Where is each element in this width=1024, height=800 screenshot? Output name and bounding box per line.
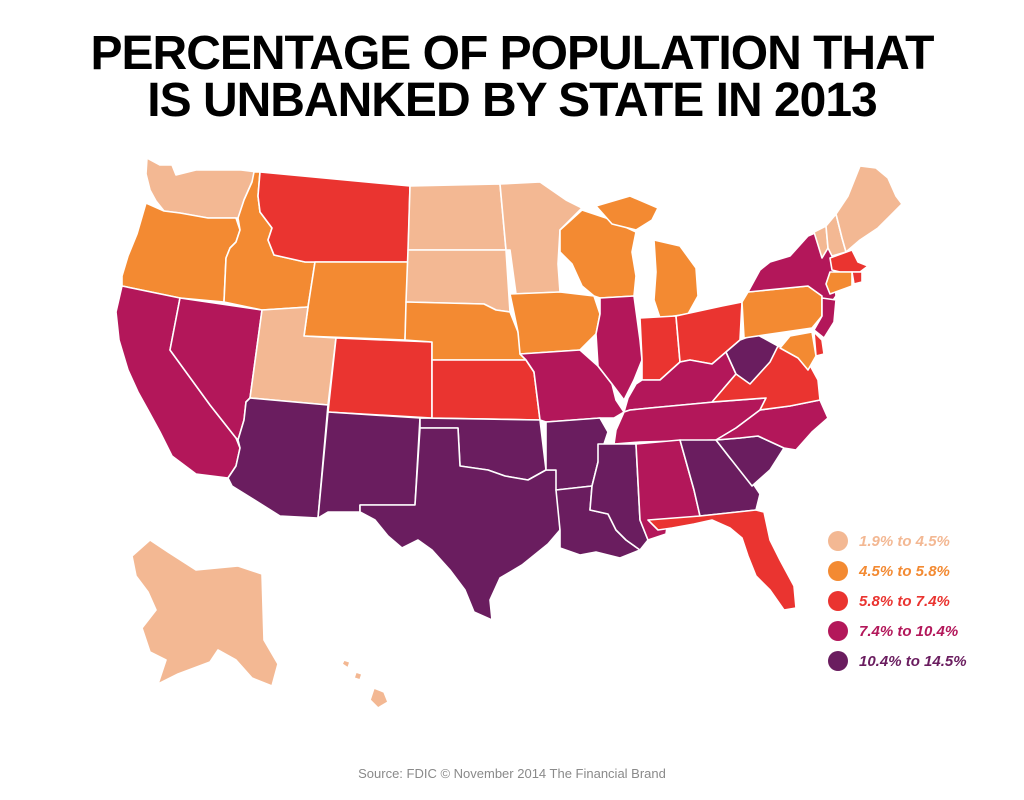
state-ak <box>131 539 279 687</box>
legend-swatch <box>828 531 848 551</box>
legend-swatch <box>828 561 848 581</box>
state-ct <box>825 271 853 295</box>
legend-label: 10.4% to 14.5% <box>859 652 967 670</box>
legend-swatch <box>828 591 848 611</box>
legend-label: 5.8% to 7.4% <box>859 592 950 610</box>
state-fl <box>647 509 797 611</box>
state-wv <box>725 333 779 385</box>
state-ma <box>829 249 869 273</box>
state-ks <box>431 359 541 421</box>
legend-label: 4.5% to 5.8% <box>859 562 950 580</box>
legend-item: 1.9% to 4.5% <box>828 526 967 556</box>
state-me <box>835 165 903 253</box>
state-mn <box>499 181 583 295</box>
state-il <box>595 295 643 401</box>
state-co <box>327 337 433 419</box>
legend-item: 10.4% to 14.5% <box>828 646 967 676</box>
source-note: Source: FDIC © November 2014 The Financi… <box>358 766 666 781</box>
state-tx <box>359 427 561 621</box>
state-mt <box>257 171 411 263</box>
legend-label: 7.4% to 10.4% <box>859 622 959 640</box>
state-pa <box>741 285 823 339</box>
state-md <box>779 331 817 371</box>
us-state-map <box>115 157 903 709</box>
legend-swatch <box>828 651 848 671</box>
map-title-line-1: PERCENTAGE OF POPULATION THAT <box>90 27 935 80</box>
state-nd <box>407 183 507 251</box>
state-ia <box>509 291 601 355</box>
legend-label: 1.9% to 4.5% <box>859 532 950 550</box>
map-title-line-2: IS UNBANKED BY STATE IN 2013 <box>147 74 878 127</box>
map-legend: 1.9% to 4.5% 4.5% to 5.8% 5.8% to 7.4% 7… <box>828 526 967 676</box>
state-nj <box>813 297 837 339</box>
legend-item: 5.8% to 7.4% <box>828 586 967 616</box>
legend-item: 4.5% to 5.8% <box>828 556 967 586</box>
state-nm <box>317 411 421 519</box>
state-ri <box>851 271 863 285</box>
state-hi <box>341 659 389 709</box>
state-or <box>121 202 241 303</box>
legend-item: 7.4% to 10.4% <box>828 616 967 646</box>
map-title: PERCENTAGE OF POPULATION THAT IS UNBANKE… <box>0 27 1024 127</box>
state-wy <box>303 261 409 341</box>
legend-swatch <box>828 621 848 641</box>
